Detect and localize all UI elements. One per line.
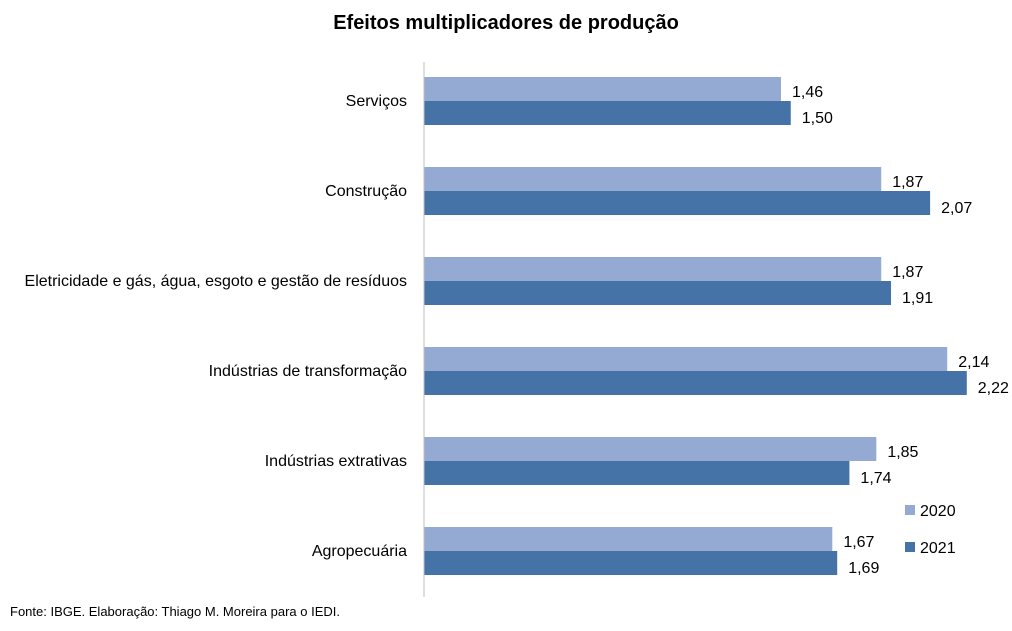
bar-2020 bbox=[424, 527, 833, 551]
bar-2021 bbox=[424, 101, 791, 125]
bar-2020 bbox=[424, 167, 882, 191]
category-label: Indústrias de transformação bbox=[209, 363, 407, 380]
bar-2020 bbox=[424, 347, 948, 371]
category-label: Eletricidade e gás, água, esgoto e gestã… bbox=[25, 273, 407, 290]
category-label: Agropecuária bbox=[312, 543, 407, 560]
data-label: 1,87 bbox=[892, 264, 923, 281]
legend-label: 2021 bbox=[920, 540, 956, 557]
bar-2020 bbox=[424, 437, 877, 461]
data-label: 1,74 bbox=[860, 470, 891, 487]
data-label: 2,22 bbox=[978, 380, 1009, 397]
data-label: 1,69 bbox=[848, 560, 879, 577]
bar-2020 bbox=[424, 77, 781, 101]
data-label: 2,14 bbox=[958, 354, 989, 371]
bar-2021 bbox=[424, 191, 931, 215]
category-labels-group: Serviços Construção Eletricidade e gás, ág… bbox=[25, 93, 408, 560]
legend-swatch bbox=[905, 505, 915, 515]
bar-2021 bbox=[424, 461, 850, 485]
chart-title: Efeitos multiplicadores de produção bbox=[333, 12, 679, 34]
legend: 2020 2021 bbox=[905, 503, 956, 557]
data-label: 1,87 bbox=[892, 174, 923, 191]
bar-2021 bbox=[424, 281, 891, 305]
value-labels-group: 1,46 1,50 1,87 2,07 1,87 1,91 2,14 2,22 1,85 1,74… bbox=[792, 84, 1009, 577]
bar-2020 bbox=[424, 257, 882, 281]
category-label: Serviços bbox=[346, 93, 407, 110]
category-label: Construção bbox=[325, 183, 407, 200]
category-label: Indústrias extrativas bbox=[265, 453, 407, 470]
data-label: 1,46 bbox=[792, 84, 823, 101]
data-label: 1,85 bbox=[887, 444, 918, 461]
data-label: 1,50 bbox=[802, 110, 833, 127]
data-label: 1,91 bbox=[902, 290, 933, 307]
bar-2021 bbox=[424, 551, 838, 575]
bar-2021 bbox=[424, 371, 967, 395]
legend-swatch bbox=[905, 542, 915, 552]
data-label: 1,67 bbox=[843, 534, 874, 551]
data-label: 2,07 bbox=[941, 200, 972, 217]
legend-label: 2020 bbox=[920, 503, 956, 520]
source-note: Fonte: IBGE. Elaboração: Thiago M. Morei… bbox=[10, 604, 340, 619]
bars-group bbox=[424, 77, 967, 575]
